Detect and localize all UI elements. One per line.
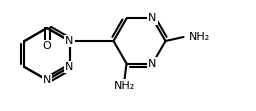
Text: N: N	[148, 58, 157, 68]
Text: N: N	[148, 13, 157, 24]
Text: N: N	[65, 36, 74, 46]
Text: NH₂: NH₂	[188, 32, 210, 42]
Text: O: O	[43, 41, 51, 51]
Text: NH₂: NH₂	[114, 80, 135, 90]
Text: N: N	[43, 75, 51, 85]
Text: N: N	[65, 62, 74, 72]
